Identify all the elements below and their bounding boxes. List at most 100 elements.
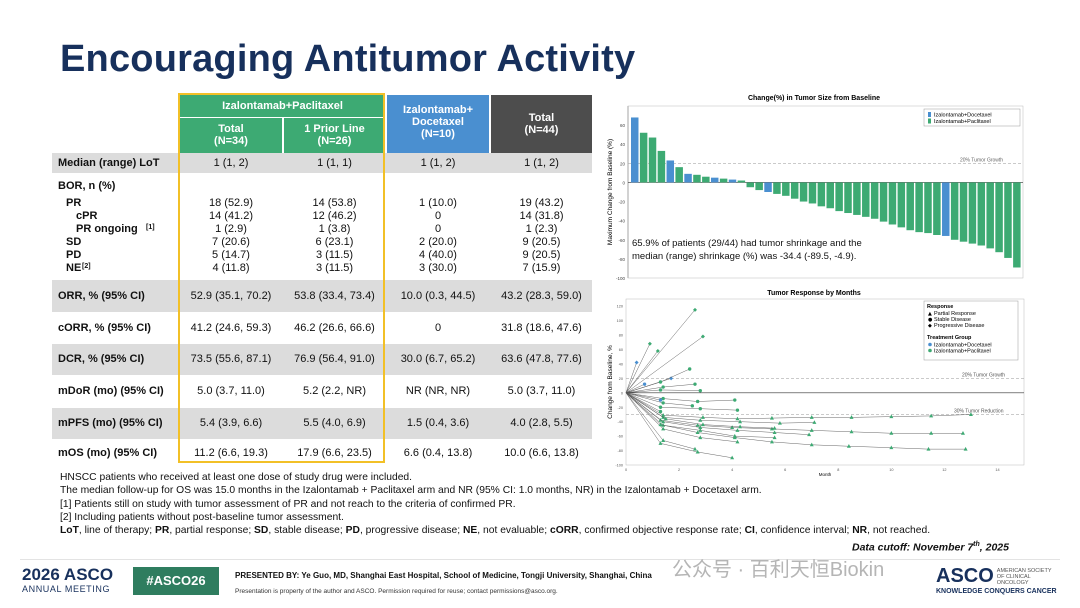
chart-title: Tumor Response by Months xyxy=(767,290,861,297)
col-header-docetaxel: Izalontamab+ Docetaxel (N=10) xyxy=(387,95,489,153)
point-stable-disease xyxy=(658,398,663,402)
table-cell: 4 (40.0) xyxy=(419,249,457,261)
logo-society: AMERICAN SOCIETY OF CLINICAL ONCOLOGY xyxy=(996,568,1052,586)
table-cell: 5.0 (3.7, 11.0) xyxy=(197,385,265,397)
row-label: cORR, % (95% CI) xyxy=(58,322,151,334)
table-cell: 2 (20.0) xyxy=(419,236,457,248)
point-partial-response xyxy=(735,428,740,432)
plot-frame xyxy=(625,298,1025,466)
x-tick-label: 8 xyxy=(837,468,839,472)
bar xyxy=(782,182,790,196)
note-line: [2] Including patients without post-base… xyxy=(60,511,344,523)
point-stable-disease xyxy=(698,388,702,393)
point-partial-response xyxy=(738,424,743,429)
point-partial-response xyxy=(730,455,735,460)
bar xyxy=(719,178,728,183)
bor-sup: [1] xyxy=(146,224,155,231)
permission-line: Presentation is property of the author a… xyxy=(235,588,558,595)
table-cell: 6 (23.1) xyxy=(315,236,354,248)
point-partial-response xyxy=(698,418,703,422)
y-tick-label: 100 xyxy=(617,319,623,323)
bar xyxy=(977,182,986,246)
patient-line xyxy=(625,392,966,450)
bar xyxy=(631,117,639,183)
row-label: ORR, % (95% CI) xyxy=(58,290,145,302)
table-cell: 41.2 (24.6, 59.3) xyxy=(190,322,272,334)
point-partial-response xyxy=(658,422,663,427)
chart-legend: Izalontamab+DocetaxelIzalontamab+Paclita… xyxy=(923,108,1021,127)
patient-line xyxy=(625,392,738,411)
table-cell: 7 (20.6) xyxy=(212,236,250,248)
point-partial-response xyxy=(889,414,894,419)
point-partial-response xyxy=(732,435,737,440)
point-partial-response xyxy=(812,420,817,424)
bor-row: PD 5 (14.7) 3 (11.5) 4 (40.0) 9 (20.5) xyxy=(52,249,592,262)
table-cell: 5.0 (3.7, 11.0) xyxy=(507,385,576,397)
x-tick-label: 2 xyxy=(678,468,680,472)
point-stable-disease xyxy=(693,382,697,386)
point-partial-response xyxy=(695,449,700,454)
bar xyxy=(1013,182,1021,268)
legend-marker-icon: ● xyxy=(928,317,933,323)
y-tick-label: 20 xyxy=(620,161,626,166)
bar xyxy=(799,182,808,202)
table-row: DCR, % (95% CI) 73.5 (55.6, 87.1) 76.9 (56… xyxy=(52,344,592,375)
point-partial-response xyxy=(700,422,705,427)
col-header-line: (N=26) xyxy=(317,135,352,147)
patient-line xyxy=(625,392,733,459)
highlight-box xyxy=(178,93,385,463)
asco-meeting-logo: 2026 ASCO ANNUAL MEETING xyxy=(22,566,113,595)
point-partial-response xyxy=(772,435,777,440)
table-cell: 19 (43.2) xyxy=(519,197,564,209)
group-header: Izalontamab+Paclitaxel xyxy=(180,95,385,117)
data-cutoff: Data cutoff: November 7th, 2025 xyxy=(852,541,1009,554)
bor-label: PR ongoing xyxy=(76,223,138,235)
point-partial-response xyxy=(695,423,700,427)
x-tick-label: 10 xyxy=(889,468,893,472)
point-partial-response xyxy=(661,438,666,442)
point-stable-disease xyxy=(690,404,695,408)
table-cell: 6.6 (0.4, 13.8) xyxy=(403,447,473,459)
point-partial-response xyxy=(735,416,740,421)
col-header-1-prior-line: 1 Prior Line (N=26) xyxy=(284,118,385,153)
bar xyxy=(639,132,648,183)
table-cell: 53.8 (33.4, 73.4) xyxy=(294,290,375,302)
point-stable-disease xyxy=(661,401,665,405)
bar xyxy=(835,182,843,212)
reference-label: 20% Tumor Growth xyxy=(960,157,1003,163)
abbr-key: NE xyxy=(462,525,478,537)
note-line: The median follow-up for OS was 15.0 mon… xyxy=(60,485,762,497)
abbr-def: , not evaluable; xyxy=(477,525,550,537)
y-tick-label: 60 xyxy=(619,348,623,352)
col-header-line: (N=44) xyxy=(524,124,559,136)
y-tick-label: -80 xyxy=(618,257,625,262)
point-partial-response xyxy=(926,446,931,451)
table-cell: 10.0 (0.3, 44.5) xyxy=(400,290,476,302)
hashtag-badge: #ASCO26 xyxy=(133,567,219,595)
table-cell: 0 xyxy=(434,210,442,222)
point-partial-response xyxy=(849,415,854,419)
bar xyxy=(924,182,932,234)
bor-label: SD xyxy=(66,236,82,248)
table-cell: 1 (10.0) xyxy=(419,197,457,209)
legend-swatch xyxy=(928,112,931,117)
y-tick-label: -60 xyxy=(618,435,624,439)
bar xyxy=(897,182,906,228)
legend-label: Partial Response xyxy=(934,311,976,317)
y-tick-label: 60 xyxy=(620,123,626,128)
bar xyxy=(675,167,683,183)
point-partial-response xyxy=(769,439,774,444)
y-tick-label: 0 xyxy=(622,180,625,185)
x-tick-label: 14 xyxy=(995,468,999,472)
abbr-key: SD xyxy=(254,525,269,537)
point-partial-response xyxy=(889,445,894,450)
table-cell: 73.5 (55.6, 87.1) xyxy=(190,353,272,365)
bar xyxy=(808,182,817,204)
legend-label: Izalontamab+Docetaxel xyxy=(934,343,992,349)
table-cell: 52.9 (35.1, 70.2) xyxy=(190,290,272,302)
table-cell: 30.0 (6.7, 65.2) xyxy=(400,353,476,365)
patient-line xyxy=(625,383,645,394)
table-cell: 3 (30.0) xyxy=(419,262,457,274)
results-table: Izalontamab+Paclitaxel Total (N=34) 1 Pri… xyxy=(52,95,592,465)
cutoff-tail: , 2025 xyxy=(979,541,1009,554)
